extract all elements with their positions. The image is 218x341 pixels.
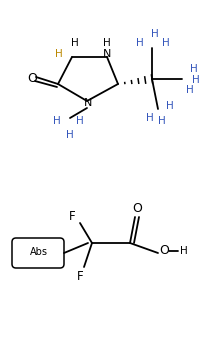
Text: H: H xyxy=(186,85,194,95)
Text: Abs: Abs xyxy=(30,247,48,257)
Text: H: H xyxy=(136,38,144,48)
Text: F: F xyxy=(69,210,75,223)
Text: O: O xyxy=(132,203,142,216)
Text: H: H xyxy=(66,130,74,140)
Text: H: H xyxy=(146,113,154,123)
Text: H: H xyxy=(180,246,188,256)
FancyBboxPatch shape xyxy=(12,238,64,268)
Text: H: H xyxy=(76,116,84,126)
Text: H: H xyxy=(162,38,170,48)
Text: N: N xyxy=(84,98,92,108)
Text: H: H xyxy=(192,75,200,85)
Text: O: O xyxy=(159,244,169,257)
Text: H: H xyxy=(103,38,111,48)
Text: H: H xyxy=(166,101,174,111)
Text: N: N xyxy=(103,49,111,59)
Text: H: H xyxy=(190,64,198,74)
Text: H: H xyxy=(151,29,159,39)
Text: H: H xyxy=(53,116,61,126)
Text: O: O xyxy=(27,73,37,86)
Text: H: H xyxy=(71,38,79,48)
Text: H: H xyxy=(55,49,63,59)
Text: F: F xyxy=(77,269,83,282)
Text: H: H xyxy=(158,116,166,126)
